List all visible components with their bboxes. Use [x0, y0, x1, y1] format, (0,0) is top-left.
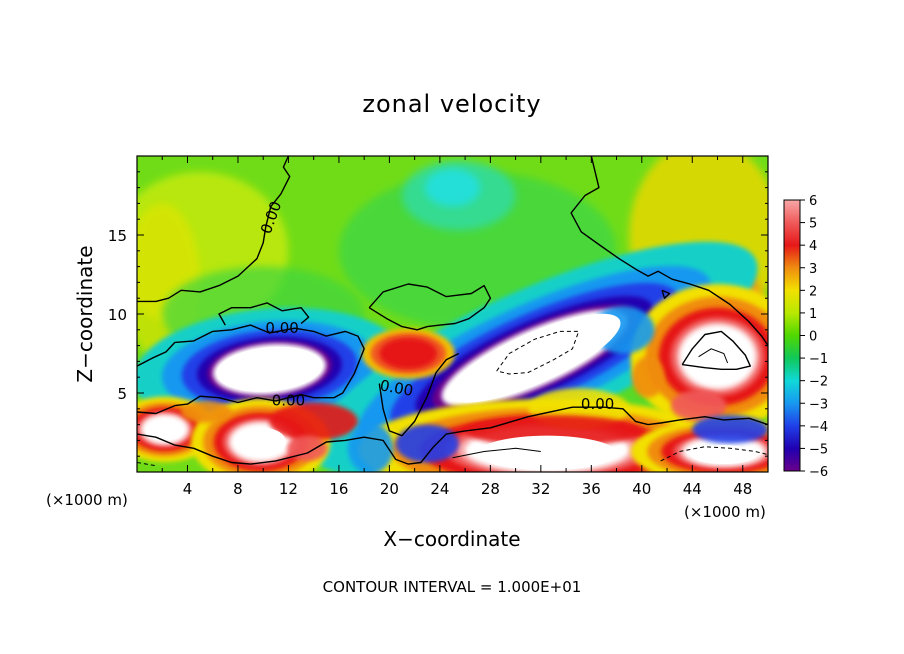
x-axis-label: X−coordinate — [383, 527, 520, 551]
x-tick-label: 28 — [481, 480, 500, 498]
velocity-field — [137, 156, 768, 472]
contour-line — [137, 324, 365, 415]
contour-line — [681, 330, 751, 370]
colorbar-tick-label: 3 — [809, 262, 817, 277]
contour-line — [570, 156, 768, 346]
contour-label: 0.00 — [265, 319, 298, 337]
contour-line-inner — [452, 447, 541, 459]
positive-core-center — [691, 445, 757, 465]
orange-mid-right — [631, 356, 665, 398]
y-axis-label: Z−coordinate — [73, 245, 97, 382]
colorbar-ticks: 6 5 4 3 2 1 0 −1 −2 −3 −4 −5 −6 — [800, 194, 828, 480]
contour-line — [137, 406, 768, 465]
cyan-upper — [424, 168, 481, 207]
x-tick-label: 24 — [430, 480, 449, 498]
y-tick-label: 5 — [117, 385, 127, 403]
x-tick-label: 20 — [380, 480, 399, 498]
blue-band-lower-right — [692, 415, 768, 444]
x-tick-label: 48 — [733, 480, 752, 498]
colorbar-tick-label: −1 — [809, 352, 828, 367]
blue-lower-middle — [347, 423, 394, 472]
x-axis-ticks: 4 8 12 16 20 24 28 32 36 40 44 48 — [161, 156, 752, 498]
x-tick-label: 16 — [329, 480, 348, 498]
positive-core-center — [240, 427, 286, 457]
contour-label: 0.00 — [379, 376, 415, 400]
colorbar-tick-label: −4 — [809, 420, 828, 435]
y-tick-label: 15 — [108, 227, 127, 245]
contour-line-dashed — [660, 446, 768, 462]
red-lower-left — [269, 402, 358, 441]
positive-core-center — [145, 421, 184, 441]
contour-line-dashed — [137, 462, 156, 467]
x-tick-label: 12 — [279, 480, 298, 498]
orange-lower-left — [181, 400, 232, 424]
x-tick-label: 8 — [233, 480, 243, 498]
x-unit-right: (×1000 m) — [684, 503, 766, 521]
colorbar-tick-label: −2 — [809, 375, 828, 390]
blue-lower-24 — [395, 424, 459, 463]
colorbar-tick-label: 4 — [809, 239, 817, 254]
contour-line — [378, 352, 460, 437]
colorbar-tick-label: −6 — [809, 465, 828, 480]
colorbar-tick-label: 6 — [809, 194, 817, 209]
contour-line — [218, 302, 310, 326]
pink-lower-right — [670, 389, 727, 422]
positive_patch-ring — [379, 337, 438, 370]
x-tick-label: 36 — [582, 480, 601, 498]
colorbar-tick-label: 2 — [809, 284, 817, 299]
contour-label: 0.00 — [581, 395, 614, 413]
colorbar-tick-label: 0 — [809, 330, 817, 345]
zero-contours — [137, 156, 768, 467]
colorbar-tick-label: −3 — [809, 397, 828, 412]
colorbar-tick-label: 5 — [809, 217, 817, 232]
contour-line — [137, 156, 291, 303]
x-unit-left: (×1000 m) — [46, 491, 128, 509]
negative-core-center — [216, 346, 323, 392]
contour-labels: 0.000.000.000.000.00 — [257, 199, 614, 413]
y-tick-label: 10 — [108, 306, 127, 324]
contour-interval-note: CONTOUR INTERVAL = 1.000E+01 — [323, 578, 582, 596]
chart-title: zonal velocity — [362, 90, 541, 118]
colorbar-tick-label: −5 — [809, 442, 828, 457]
colorbar-body — [783, 199, 801, 472]
x-tick-label: 4 — [183, 480, 193, 498]
y-axis-ticks: 5 10 15 — [108, 171, 768, 457]
contour-line-inner — [698, 348, 729, 364]
pink-lower-left — [287, 435, 328, 461]
positive-core-center — [477, 435, 617, 471]
x-tick-label: 40 — [632, 480, 651, 498]
x-tick-label: 44 — [683, 480, 702, 498]
contour-line — [661, 289, 671, 299]
contour-label: 0.00 — [272, 392, 305, 410]
contour-line — [368, 283, 492, 331]
colorbar-tick-label: 1 — [809, 307, 817, 322]
contour-line-dashed — [496, 330, 580, 375]
x-tick-label: 32 — [531, 480, 550, 498]
colorbar: 6 5 4 3 2 1 0 −1 −2 −3 −4 −5 −6 — [783, 194, 828, 480]
